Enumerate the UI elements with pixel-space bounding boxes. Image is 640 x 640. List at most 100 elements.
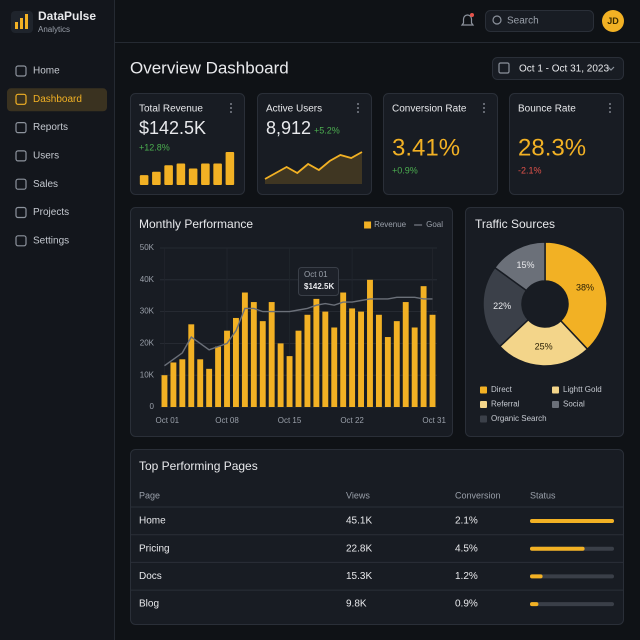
pie-slice — [482, 266, 530, 348]
table-cell: 4.5% — [455, 543, 478, 554]
table-cell: Blog — [139, 599, 159, 610]
bar — [322, 311, 329, 407]
table-cell: 15.3K — [346, 571, 372, 582]
nav-icon — [15, 65, 27, 77]
kpi-label: Total Revenue — [139, 104, 203, 115]
nav-item[interactable]: Projects — [33, 207, 69, 218]
bar — [402, 302, 409, 407]
kpi-card — [383, 93, 498, 195]
kpi-label: Bounce Rate — [518, 104, 576, 115]
kpi-menu-dot[interactable] — [230, 107, 232, 109]
status-bar — [530, 519, 614, 523]
chart-title: Traffic Sources — [475, 217, 555, 231]
nav-active — [7, 88, 107, 112]
bar — [340, 292, 347, 407]
search-box[interactable] — [485, 10, 594, 32]
nav-icon — [15, 235, 27, 247]
bar — [233, 317, 239, 407]
kpi-menu-dot[interactable] — [609, 111, 611, 113]
slice-label: 38% — [576, 283, 594, 293]
x-tick-label: Oct 22 — [340, 416, 364, 425]
kpi-menu-dot[interactable] — [357, 111, 359, 113]
slice-label: 25% — [535, 341, 553, 351]
legend-label: Organic Search — [491, 414, 547, 423]
y-tick-label: 50K — [140, 243, 155, 252]
bar — [411, 327, 418, 407]
avatar[interactable] — [602, 10, 624, 32]
bar — [313, 298, 320, 407]
bar — [429, 314, 436, 407]
bar — [268, 302, 275, 407]
kpi-menu-dot[interactable] — [609, 107, 611, 109]
search-placeholder: Search — [507, 16, 539, 27]
table-cell: 45.1K — [346, 516, 372, 527]
tooltip-title: Oct 01 — [304, 270, 328, 279]
kpi-card — [257, 93, 372, 195]
bar — [179, 359, 186, 407]
nav-icon — [15, 93, 27, 105]
mini-bar — [225, 152, 235, 185]
table-cell: 0.9% — [455, 599, 478, 610]
legend-swatch — [552, 386, 559, 394]
kpi-menu-dot[interactable] — [357, 103, 359, 105]
bar — [259, 321, 266, 407]
kpi-change: -2.1% — [518, 165, 542, 175]
kpi-value: 3.41% — [392, 134, 460, 161]
status-bar — [530, 602, 539, 607]
bar — [188, 324, 195, 407]
y-tick-label: 40K — [140, 275, 155, 284]
kpi-menu-dot[interactable] — [357, 107, 359, 109]
nav-item[interactable]: Users — [33, 151, 59, 162]
mini-bar — [164, 165, 173, 185]
kpi-menu-dot[interactable] — [609, 103, 611, 105]
x-tick-label: Oct 31 — [422, 416, 446, 425]
legend-label: Direct — [491, 385, 513, 394]
pie-slice — [544, 241, 608, 351]
kpi-menu-dot[interactable] — [230, 103, 232, 105]
nav-item[interactable]: Home — [33, 66, 60, 77]
bar — [286, 356, 293, 407]
nav-item[interactable]: Dashboard — [33, 94, 82, 105]
kpi-menu-dot[interactable] — [483, 111, 485, 113]
kpi-menu-dot[interactable] — [483, 103, 485, 105]
kpi-value: 8,912 — [266, 118, 311, 138]
pie-slice — [493, 241, 546, 292]
nav-item[interactable]: Reports — [33, 122, 68, 133]
y-tick-label: 10K — [140, 370, 155, 379]
nav-item[interactable]: Settings — [33, 235, 69, 246]
x-tick-label: Oct 08 — [215, 416, 239, 425]
kpi-change: +12.8% — [139, 142, 170, 152]
y-tick-label: 0 — [150, 402, 155, 411]
nav-icon — [15, 178, 27, 190]
notifications[interactable] — [460, 13, 475, 26]
bar — [367, 279, 373, 407]
bar — [206, 368, 213, 407]
kpi-label: Active Users — [266, 104, 322, 115]
mini-bar — [213, 163, 222, 185]
nav-icon — [15, 150, 27, 162]
kpi-value: $142.5K — [139, 118, 206, 138]
legend-label: Goal — [426, 220, 443, 229]
avatar-initials: JD — [607, 16, 619, 26]
legend-swatch — [364, 221, 372, 229]
kpi-menu-dot[interactable] — [483, 107, 485, 109]
search-icon — [492, 15, 502, 25]
brand-subtitle: Analytics — [38, 25, 70, 34]
bar — [349, 308, 356, 407]
bar — [393, 321, 400, 407]
bar — [215, 346, 222, 407]
column-header: Status — [530, 490, 556, 500]
goal-line — [164, 296, 433, 367]
status-track — [530, 574, 614, 579]
bar — [224, 330, 230, 407]
kpi-menu-dot[interactable] — [230, 111, 232, 113]
bar — [358, 311, 364, 407]
table-cell: 22.8K — [346, 543, 372, 554]
date-picker[interactable] — [492, 57, 624, 80]
column-header: Conversion — [455, 490, 501, 500]
legend-label: Revenue — [374, 220, 407, 229]
nav-item[interactable]: Sales — [33, 179, 58, 190]
bar — [375, 314, 382, 407]
bar — [295, 330, 302, 407]
